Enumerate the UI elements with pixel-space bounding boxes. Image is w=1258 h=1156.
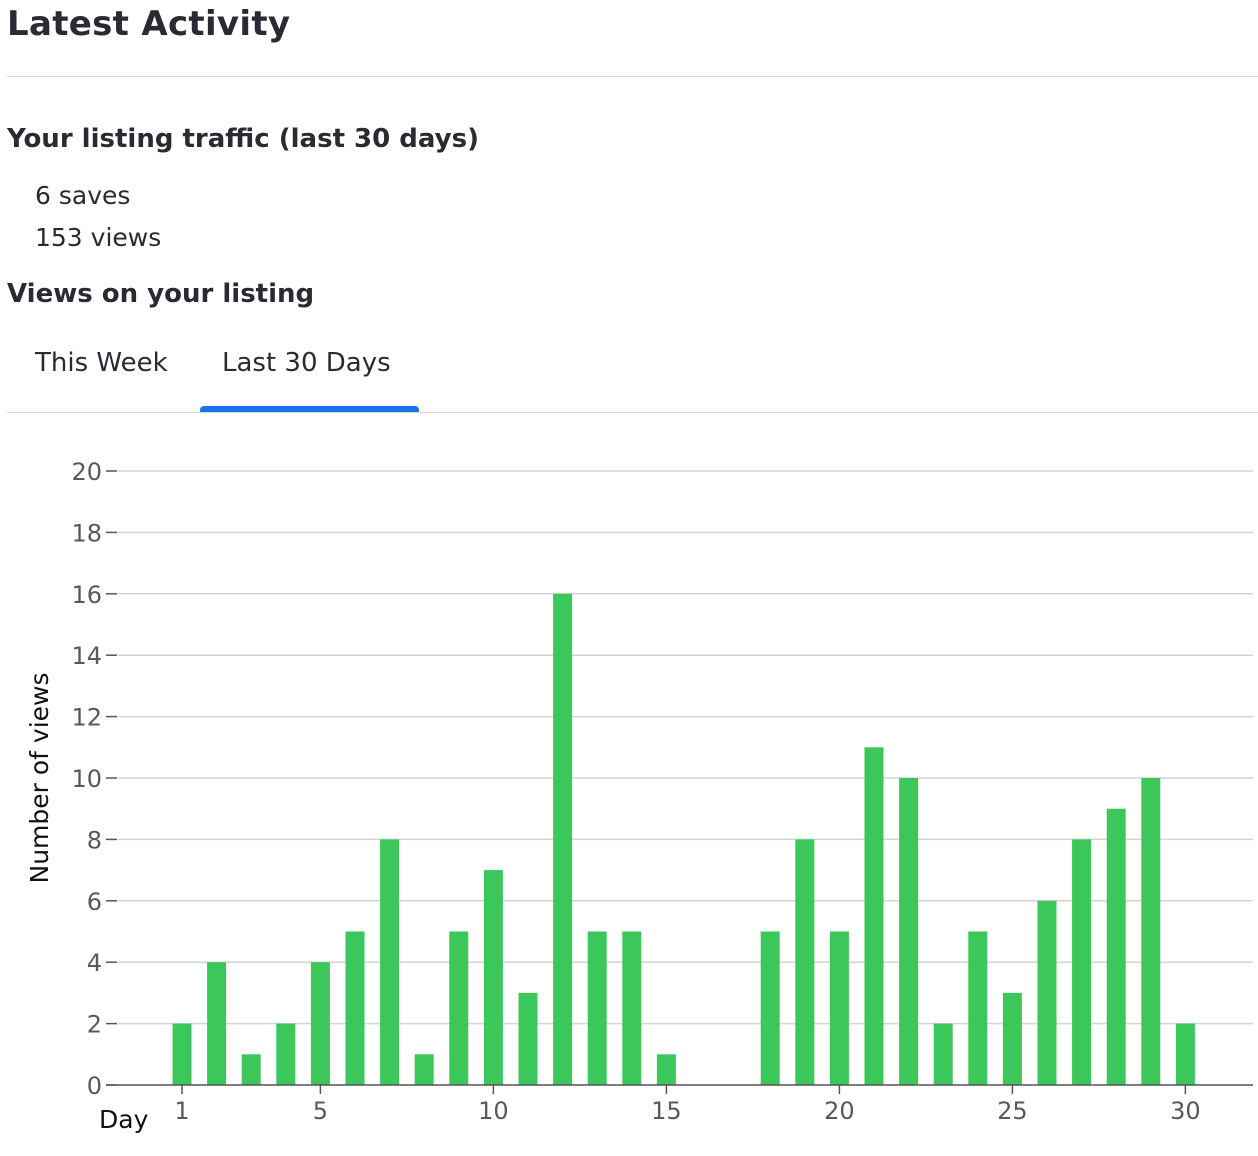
grid-layer bbox=[118, 470, 1253, 1025]
bar-day-7 bbox=[380, 839, 400, 1085]
y-tick-label: 6 bbox=[87, 888, 102, 916]
bar-day-6 bbox=[345, 931, 365, 1085]
bar-day-11 bbox=[518, 992, 538, 1085]
bar-day-12 bbox=[553, 593, 573, 1085]
bar-day-25 bbox=[1002, 992, 1022, 1085]
y-tick-label: 14 bbox=[71, 642, 102, 670]
range-tabs: This Week Last 30 Days bbox=[7, 330, 1258, 414]
bar-day-1 bbox=[172, 1023, 192, 1085]
saves-count: 6 saves bbox=[35, 181, 131, 210]
x-tick-label: 1 bbox=[174, 1097, 189, 1125]
bar-day-24 bbox=[968, 931, 988, 1085]
bar-day-27 bbox=[1072, 839, 1092, 1085]
bar-day-5 bbox=[310, 962, 330, 1085]
bar-day-15 bbox=[656, 1054, 676, 1085]
bar-day-8 bbox=[414, 1054, 434, 1085]
bar-day-22 bbox=[899, 778, 919, 1085]
bar-day-23 bbox=[933, 1023, 953, 1085]
y-axis-title: Number of views bbox=[25, 672, 54, 883]
traffic-heading: Your listing traffic (last 30 days) bbox=[7, 124, 479, 154]
bar-day-2 bbox=[207, 962, 227, 1085]
bar-day-18 bbox=[760, 931, 780, 1085]
bar-day-20 bbox=[829, 931, 849, 1085]
bar-day-4 bbox=[276, 1023, 296, 1085]
page-title: Latest Activity bbox=[7, 4, 291, 44]
header-divider bbox=[7, 76, 1258, 77]
bar-day-13 bbox=[587, 931, 607, 1085]
y-tick-label: 8 bbox=[87, 826, 102, 854]
y-tick-label: 18 bbox=[71, 519, 102, 547]
y-tick-label: 10 bbox=[71, 765, 102, 793]
bar-day-21 bbox=[864, 747, 884, 1085]
x-tick-label: 20 bbox=[824, 1097, 855, 1125]
bar-day-19 bbox=[795, 839, 815, 1085]
active-tab-indicator bbox=[200, 406, 419, 413]
tab-this-week[interactable]: This Week bbox=[35, 348, 168, 378]
y-tick-label: 4 bbox=[87, 949, 102, 977]
bar-day-28 bbox=[1106, 808, 1126, 1085]
x-axis-title: Day bbox=[99, 1105, 149, 1134]
y-tick-label: 12 bbox=[71, 704, 102, 732]
y-tick-label: 16 bbox=[71, 581, 102, 609]
y-tick-label: 20 bbox=[71, 458, 102, 486]
bar-day-9 bbox=[449, 931, 469, 1085]
bar-day-3 bbox=[241, 1054, 261, 1085]
tabs-divider bbox=[7, 412, 1258, 413]
bar-day-26 bbox=[1037, 900, 1057, 1085]
bar-day-29 bbox=[1141, 778, 1161, 1085]
x-tick-label: 10 bbox=[478, 1097, 509, 1125]
views-count: 153 views bbox=[35, 223, 162, 252]
bar-day-14 bbox=[622, 931, 642, 1085]
views-heading: Views on your listing bbox=[7, 279, 315, 309]
y-tick-label: 2 bbox=[87, 1011, 102, 1039]
x-tick-label: 5 bbox=[313, 1097, 328, 1125]
bar-day-10 bbox=[483, 870, 503, 1085]
y-tick-label: 0 bbox=[87, 1072, 102, 1100]
x-tick-label: 15 bbox=[651, 1097, 682, 1125]
bars-layer bbox=[172, 593, 1195, 1085]
x-tick-label: 30 bbox=[1170, 1097, 1201, 1125]
tab-last-30-days[interactable]: Last 30 Days bbox=[222, 348, 391, 378]
bar-day-30 bbox=[1175, 1023, 1195, 1085]
x-tick-label: 25 bbox=[997, 1097, 1028, 1125]
